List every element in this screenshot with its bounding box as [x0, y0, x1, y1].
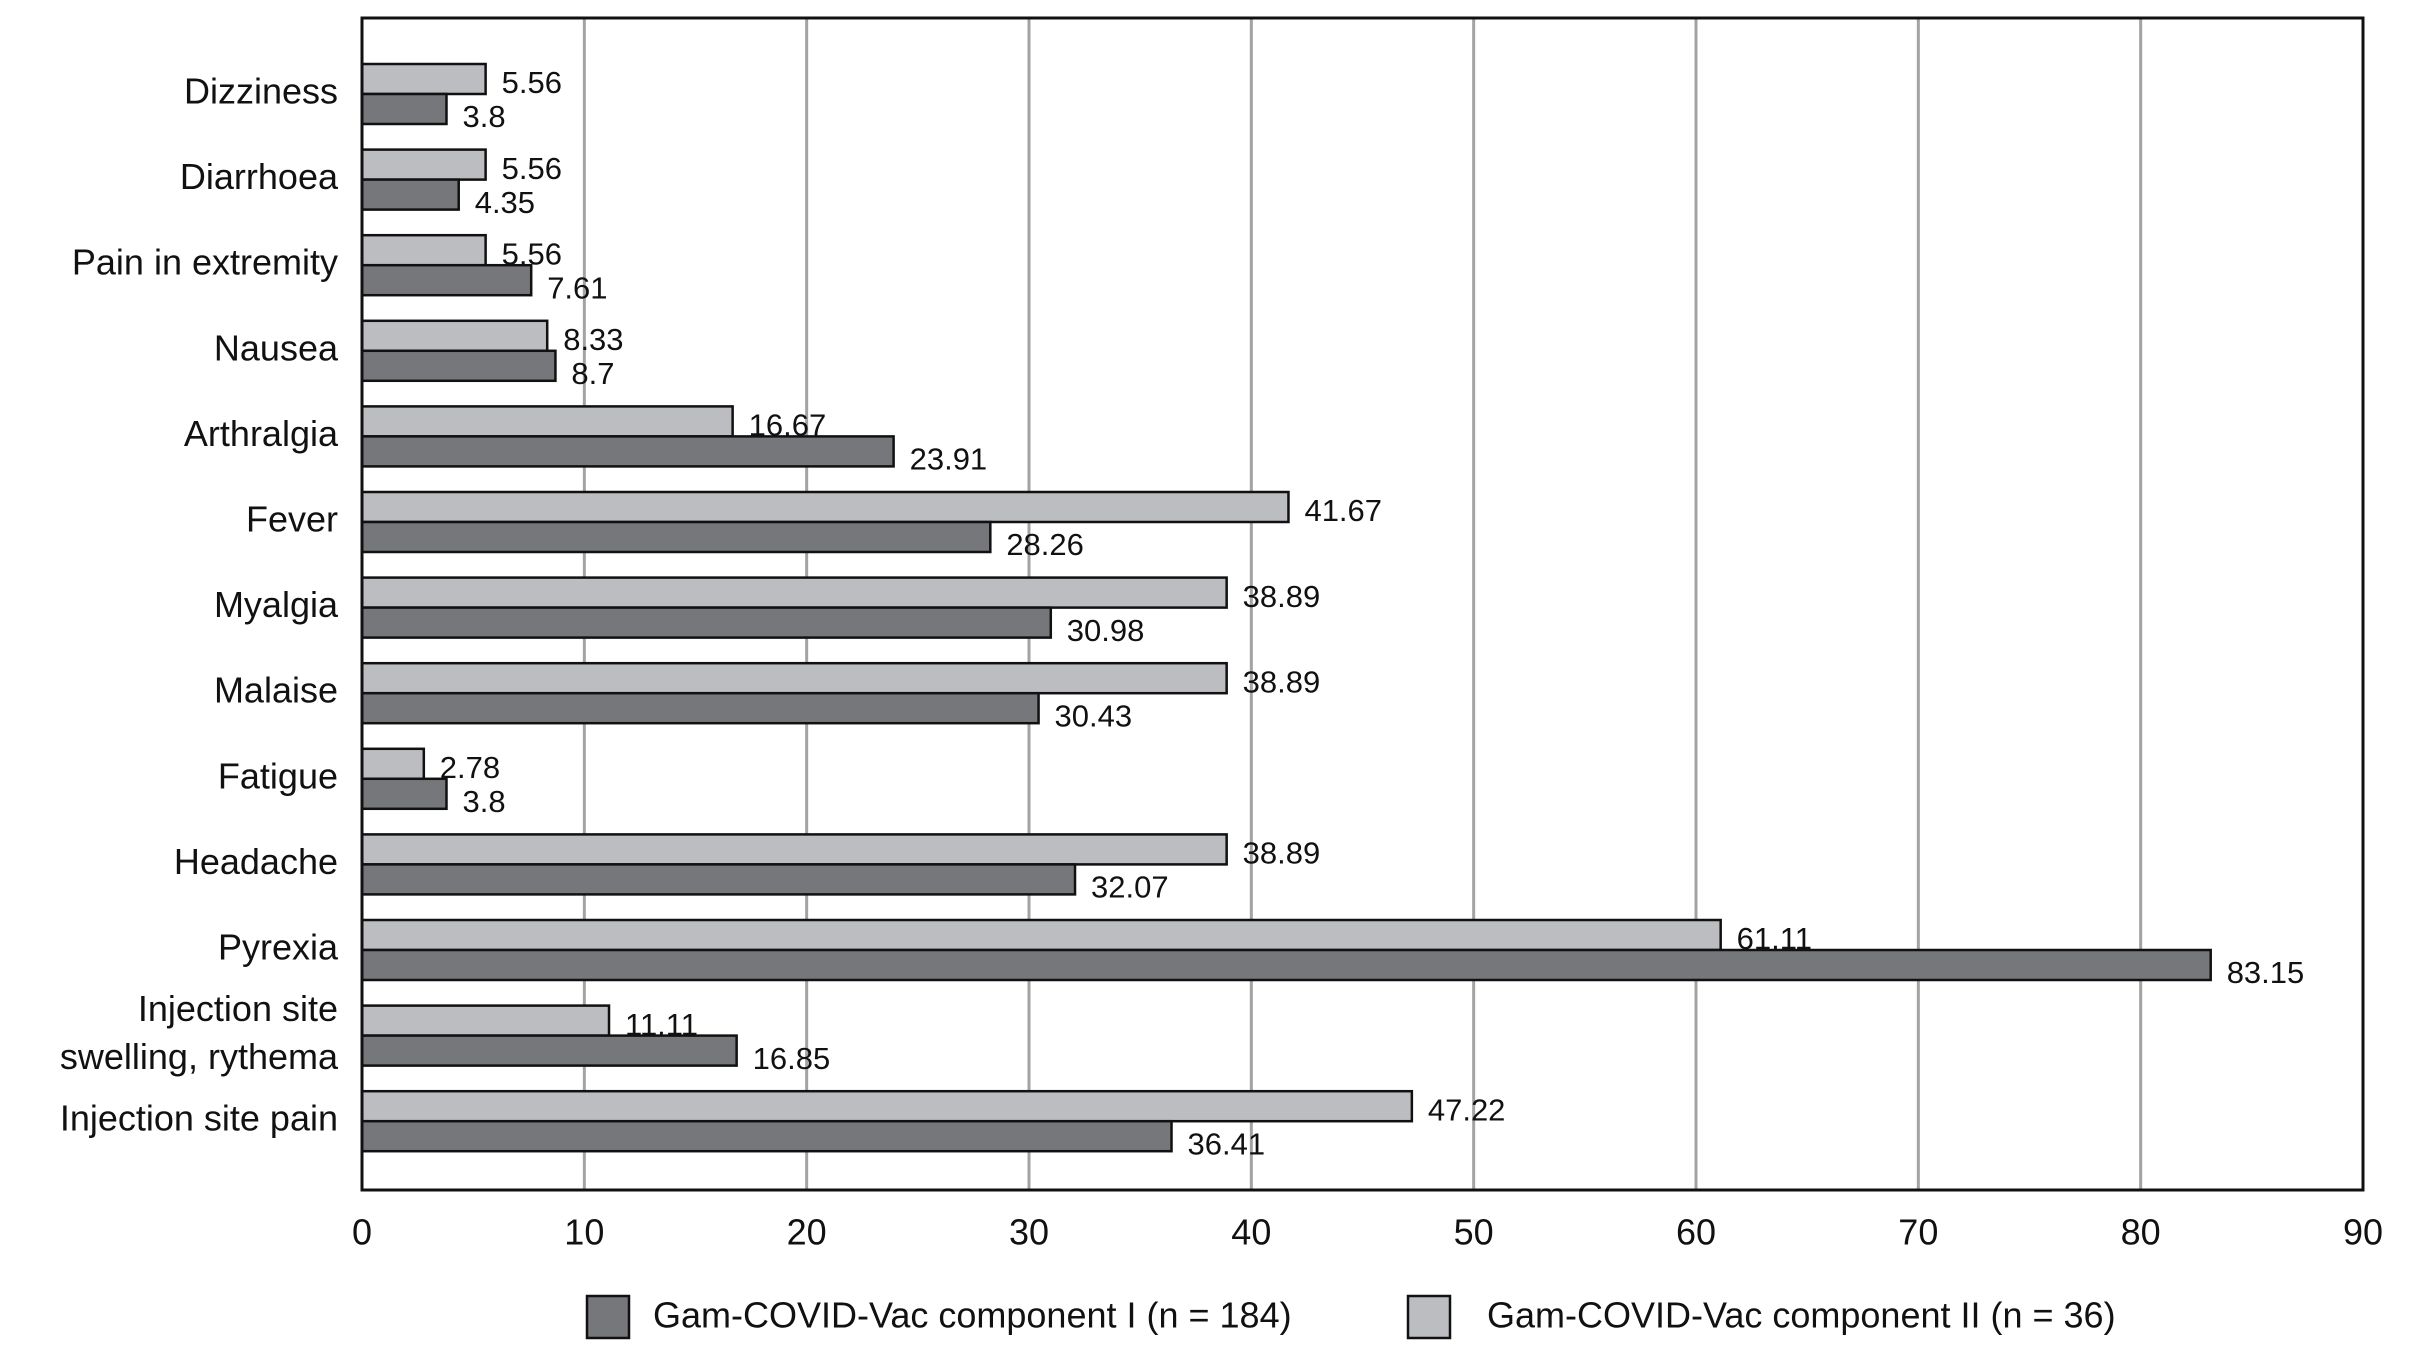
- data-label-component-ii-10: 61.11: [1737, 921, 1812, 956]
- bar-component-ii-8: [360, 747, 426, 781]
- category-label-11: Injection site swelling, rythema: [60, 988, 339, 1077]
- data-label-component-ii-0: 5.56: [502, 65, 562, 100]
- data-label-component-i-10: 83.15: [2227, 955, 2305, 990]
- x-tick-label-20: 20: [787, 1212, 827, 1253]
- bar-component-i-9: [360, 863, 1077, 896]
- legend-label-1: Gam-COVID-Vac component I (n = 184): [653, 1295, 1292, 1336]
- category-label-1: Diarrhoea: [180, 156, 339, 197]
- data-label-component-ii-3: 8.33: [563, 322, 623, 357]
- bar-component-ii-10: [360, 918, 1722, 952]
- data-label-component-i-6: 30.98: [1067, 613, 1145, 648]
- bar-component-i-6: [360, 606, 1053, 639]
- data-label-component-i-11: 16.85: [753, 1041, 831, 1076]
- data-label-component-ii-11: 11.11: [625, 1007, 698, 1042]
- x-tick-label-80: 80: [2121, 1212, 2161, 1253]
- category-label-8: Fatigue: [218, 755, 338, 796]
- data-label-component-i-12: 36.41: [1188, 1126, 1266, 1161]
- x-tick-label-10: 10: [564, 1212, 604, 1253]
- data-label-component-i-7: 30.43: [1055, 698, 1133, 733]
- data-label-component-ii-9: 38.89: [1243, 836, 1321, 871]
- data-label-component-ii-5: 41.67: [1304, 493, 1382, 528]
- bar-component-i-10: [360, 948, 2212, 982]
- bar-component-ii-12: [360, 1089, 1414, 1123]
- data-label-component-i-1: 4.35: [475, 185, 535, 220]
- category-label-6: Myalgia: [214, 584, 339, 625]
- x-tick-label-60: 60: [1676, 1212, 1716, 1253]
- bar-component-ii-11: [360, 1004, 611, 1037]
- bar-component-i-2: [360, 263, 533, 297]
- category-label-0: Dizziness: [184, 71, 338, 112]
- bar-component-ii-6: [360, 576, 1228, 609]
- data-label-component-i-2: 7.61: [547, 270, 607, 305]
- x-tick-label-50: 50: [1454, 1212, 1494, 1253]
- legend-swatch-2: [1406, 1294, 1452, 1340]
- x-tick-label-90: 90: [2343, 1212, 2383, 1253]
- data-label-component-ii-2: 5.56: [502, 236, 562, 271]
- bar-component-ii-0: [360, 62, 487, 96]
- data-label-component-i-9: 32.07: [1091, 870, 1169, 905]
- data-label-component-ii-1: 5.56: [502, 151, 562, 186]
- data-label-component-i-5: 28.26: [1006, 527, 1084, 562]
- x-tick-label-30: 30: [1009, 1212, 1049, 1253]
- category-label-7: Malaise: [214, 670, 338, 711]
- bar-component-ii-9: [360, 833, 1228, 866]
- plot-border: [360, 16, 2365, 1192]
- bar-component-ii-2: [360, 233, 487, 267]
- bar-component-i-12: [360, 1119, 1173, 1153]
- data-label-component-i-4: 23.91: [910, 442, 988, 477]
- category-label-4: Arthralgia: [184, 413, 339, 454]
- legend-swatch-1: [585, 1294, 631, 1340]
- bar-component-i-1: [360, 178, 460, 211]
- data-label-component-ii-12: 47.22: [1428, 1092, 1506, 1127]
- category-label-2: Pain in extremity: [72, 242, 338, 283]
- bar-component-i-5: [360, 520, 992, 554]
- data-label-component-i-8: 3.8: [462, 784, 505, 819]
- data-label-component-ii-8: 2.78: [440, 750, 500, 785]
- bar-component-i-3: [360, 349, 557, 383]
- bar-component-ii-1: [360, 148, 487, 181]
- bar-component-ii-5: [360, 490, 1290, 524]
- data-label-component-ii-4: 16.67: [749, 408, 827, 443]
- bar-component-i-7: [360, 691, 1040, 725]
- bar-component-ii-3: [360, 319, 549, 353]
- category-label-3: Nausea: [214, 327, 339, 368]
- bar-component-i-0: [360, 92, 448, 126]
- x-tick-label-40: 40: [1231, 1212, 1271, 1253]
- x-tick-label-0: 0: [352, 1212, 372, 1253]
- bar-component-ii-7: [360, 661, 1228, 695]
- bar-component-i-4: [360, 435, 895, 468]
- data-label-component-ii-7: 38.89: [1243, 664, 1321, 699]
- bar-component-i-8: [360, 777, 448, 811]
- data-label-component-i-0: 3.8: [462, 99, 505, 134]
- bar-component-ii-4: [360, 405, 734, 438]
- data-label-component-ii-6: 38.89: [1243, 579, 1321, 614]
- x-tick-label-70: 70: [1898, 1212, 1938, 1253]
- category-label-10: Pyrexia: [218, 927, 339, 968]
- data-label-component-i-3: 8.7: [571, 356, 614, 391]
- category-label-12: Injection site pain: [60, 1098, 338, 1139]
- legend-label-2: Gam-COVID-Vac component II (n = 36): [1487, 1295, 2116, 1336]
- category-label-5: Fever: [246, 499, 338, 540]
- category-label-9: Headache: [174, 841, 338, 882]
